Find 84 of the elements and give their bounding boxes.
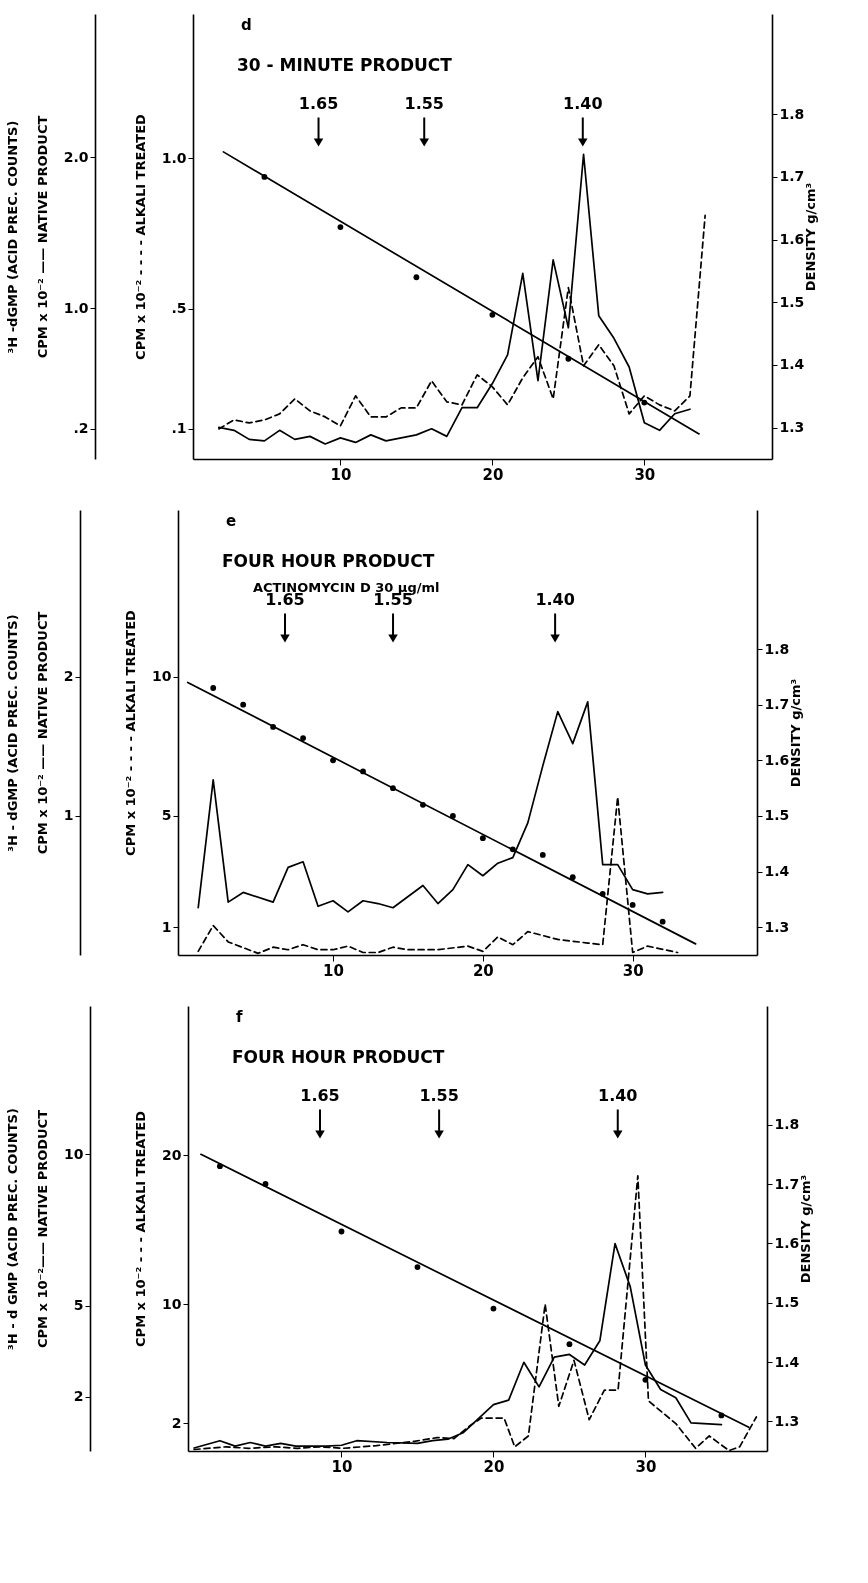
annotation: 1.40 <box>598 1085 638 1105</box>
y2-tick-label: 20 <box>162 1146 182 1163</box>
y-tick-label: 2 <box>63 668 74 685</box>
y-tick-label: 1 <box>63 807 74 824</box>
annotation: f <box>236 1008 243 1026</box>
y-tick-label: 2.0 <box>63 148 89 165</box>
y3-tick-label: 1.8 <box>779 105 805 122</box>
annotation: 1.40 <box>563 93 603 113</box>
y2-tick-label: .1 <box>171 420 187 437</box>
text: FOUR HOUR PRODUCT <box>232 1047 445 1067</box>
x-tick-label: 20 <box>472 961 494 980</box>
annotation: 1.55 <box>404 93 444 113</box>
point <box>330 757 336 764</box>
point <box>413 274 420 281</box>
y-axis-title: ³H - d GMP (ACID PREC. COUNTS) CPM x 10⁻²—— NATIVE PRODUCT <box>5 1108 51 1350</box>
annotation: 1.40 <box>535 589 575 609</box>
y-tick-label: 1.0 <box>63 299 89 316</box>
y3-tick-label: 1.3 <box>779 419 805 436</box>
x-tick-label: 10 <box>330 465 352 484</box>
point <box>338 1228 345 1235</box>
y3-tick-label: 1.6 <box>774 1234 800 1251</box>
y3-tick-label: 1.4 <box>774 1353 800 1370</box>
point <box>629 902 636 908</box>
y2-tick-label: 10 <box>152 668 172 685</box>
x-tick-label: 30 <box>634 465 656 484</box>
y3-tick-label: 1.7 <box>774 1175 800 1192</box>
y3-tick-label: 1.8 <box>774 1116 800 1133</box>
y3-tick-label: 1.7 <box>764 696 790 713</box>
x-tick-label: 30 <box>622 961 644 980</box>
y3-axis-title: DENSITY g/cm³ <box>798 1174 814 1284</box>
point <box>642 1376 649 1383</box>
y3-tick-label: 1.5 <box>764 807 790 824</box>
y3-tick-label: 1.4 <box>779 356 805 373</box>
point <box>659 918 666 925</box>
annotation: d <box>241 16 252 34</box>
y3-tick-label: 1.3 <box>774 1412 800 1429</box>
point <box>490 1305 497 1312</box>
text: FOUR HOUR PRODUCT <box>222 551 435 571</box>
y3-tick-label: 1.6 <box>779 231 805 248</box>
y-tick-label: 5 <box>73 1297 84 1314</box>
point <box>240 701 247 708</box>
annotation: 1.55 <box>419 1085 459 1105</box>
x-tick-label: 20 <box>483 1457 505 1476</box>
x-tick-label: 30 <box>635 1457 657 1476</box>
y-tick-label: 2 <box>73 1388 84 1405</box>
y3-tick-label: 1.4 <box>764 863 790 880</box>
y3-axis-title: DENSITY g/cm³ <box>803 182 819 292</box>
point <box>479 835 486 842</box>
y3-tick-label: 1.8 <box>764 640 790 657</box>
y3-axis-title: DENSITY g/cm³ <box>788 678 804 788</box>
y2-tick-label: 5 <box>161 807 172 824</box>
y-axis-title: ³H - dGMP (ACID PREC. COUNTS) CPM x 10⁻² —— NATIVE PRODUCT <box>4 611 50 855</box>
y3-tick-label: 1.6 <box>764 751 790 768</box>
y-tick-label: .2 <box>73 420 89 437</box>
annotation: e <box>226 512 237 530</box>
point <box>489 311 496 318</box>
x-tick-label: 20 <box>482 465 504 484</box>
point <box>300 735 306 741</box>
y3-tick-label: 1.5 <box>774 1294 800 1311</box>
y2-tick-label: 10 <box>162 1295 182 1312</box>
y2-tick-label: 1.0 <box>161 149 187 166</box>
x-tick-label: 10 <box>323 961 344 980</box>
point <box>210 685 217 691</box>
y3-tick-label: 1.5 <box>779 293 805 310</box>
annotation: 1.65 <box>298 93 339 113</box>
y2-axis-title: CPM x 10⁻² - - - - ALKALI TREATED <box>132 113 148 360</box>
y2-tick-label: 2 <box>171 1414 182 1431</box>
point <box>569 874 576 881</box>
y2-axis-title: CPM x 10⁻² - - - ALKALI TREATED <box>133 1110 149 1347</box>
point <box>414 1264 421 1270</box>
y-tick-label: 10 <box>64 1145 84 1162</box>
point <box>539 851 546 858</box>
y2-tick-label: 1 <box>161 918 172 935</box>
text: 30 - MINUTE PRODUCT <box>237 55 453 75</box>
annotation: 1.65 <box>300 1085 340 1105</box>
y2-axis-title: CPM x 10⁻² - - - - ALKALI TREATED <box>123 609 139 856</box>
x-tick-label: 10 <box>331 1457 353 1476</box>
y2-tick-label: .5 <box>171 300 187 317</box>
point <box>337 224 344 231</box>
y3-tick-label: 1.3 <box>764 918 790 935</box>
y3-tick-label: 1.7 <box>779 168 805 185</box>
point <box>449 813 456 819</box>
point <box>566 1341 573 1348</box>
y-axis-title: ³H -dGMP (ACID PREC. COUNTS) CPM x 10⁻² —— NATIVE PRODUCT <box>4 115 50 359</box>
